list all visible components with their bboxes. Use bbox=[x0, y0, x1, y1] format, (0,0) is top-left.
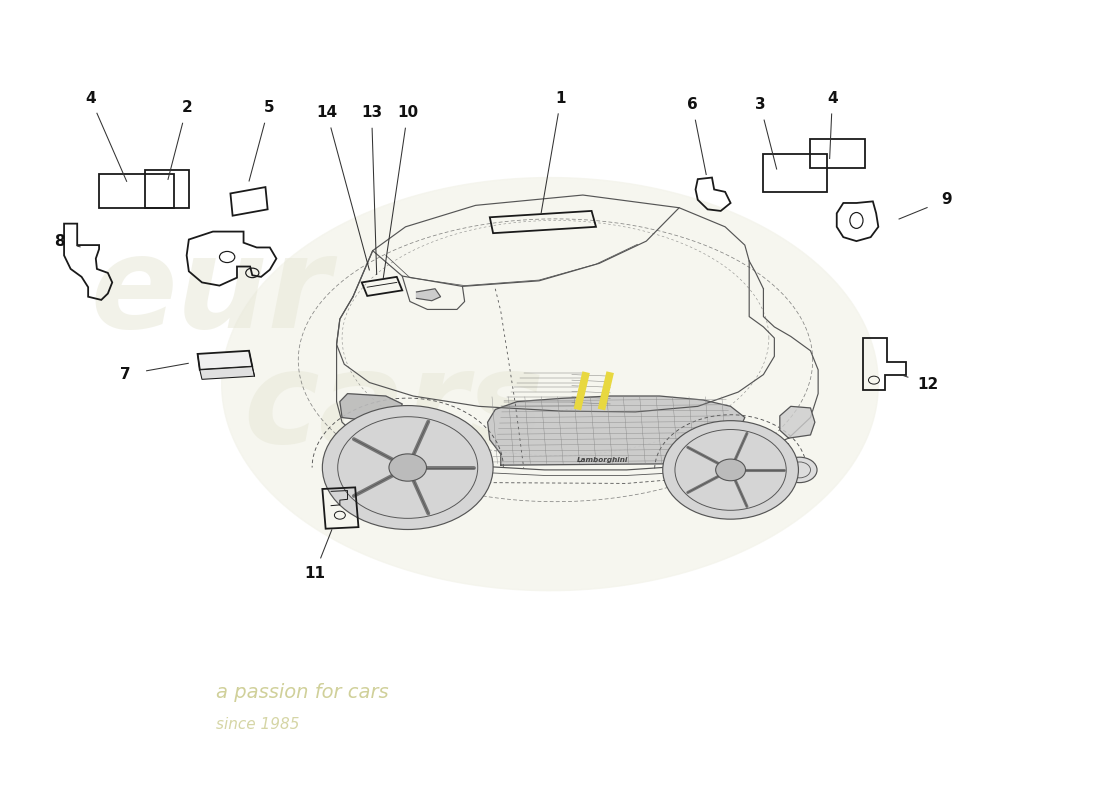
Text: 2: 2 bbox=[182, 100, 192, 115]
Text: 7: 7 bbox=[120, 367, 131, 382]
Bar bbox=[99, 174, 174, 208]
Text: 11: 11 bbox=[305, 566, 326, 581]
Text: 4: 4 bbox=[827, 90, 838, 106]
Text: 12: 12 bbox=[917, 377, 938, 392]
Text: 3: 3 bbox=[755, 97, 766, 112]
Text: 4: 4 bbox=[85, 90, 96, 106]
Text: 14: 14 bbox=[316, 105, 338, 120]
Text: since 1985: since 1985 bbox=[217, 717, 299, 732]
Text: 5: 5 bbox=[263, 100, 274, 115]
Text: 13: 13 bbox=[361, 105, 382, 120]
Polygon shape bbox=[417, 289, 441, 301]
Circle shape bbox=[716, 459, 746, 481]
Circle shape bbox=[662, 421, 799, 519]
Polygon shape bbox=[780, 406, 815, 438]
Bar bbox=[763, 154, 827, 192]
Circle shape bbox=[389, 454, 427, 481]
Text: Lamborghini: Lamborghini bbox=[576, 458, 628, 463]
Text: 6: 6 bbox=[686, 97, 697, 112]
Polygon shape bbox=[340, 394, 403, 422]
Text: 8: 8 bbox=[54, 234, 65, 249]
Polygon shape bbox=[487, 396, 745, 465]
Text: 9: 9 bbox=[940, 192, 952, 207]
Polygon shape bbox=[198, 350, 252, 370]
Polygon shape bbox=[222, 178, 878, 590]
Text: a passion for cars: a passion for cars bbox=[217, 683, 388, 702]
Circle shape bbox=[322, 406, 493, 530]
Text: 10: 10 bbox=[397, 105, 418, 120]
Circle shape bbox=[782, 457, 817, 482]
Text: eur: eur bbox=[90, 230, 331, 355]
Text: cars: cars bbox=[243, 346, 544, 470]
Text: 1: 1 bbox=[556, 90, 566, 106]
Bar bbox=[811, 139, 866, 168]
Bar bbox=[145, 170, 189, 208]
Polygon shape bbox=[200, 366, 254, 379]
